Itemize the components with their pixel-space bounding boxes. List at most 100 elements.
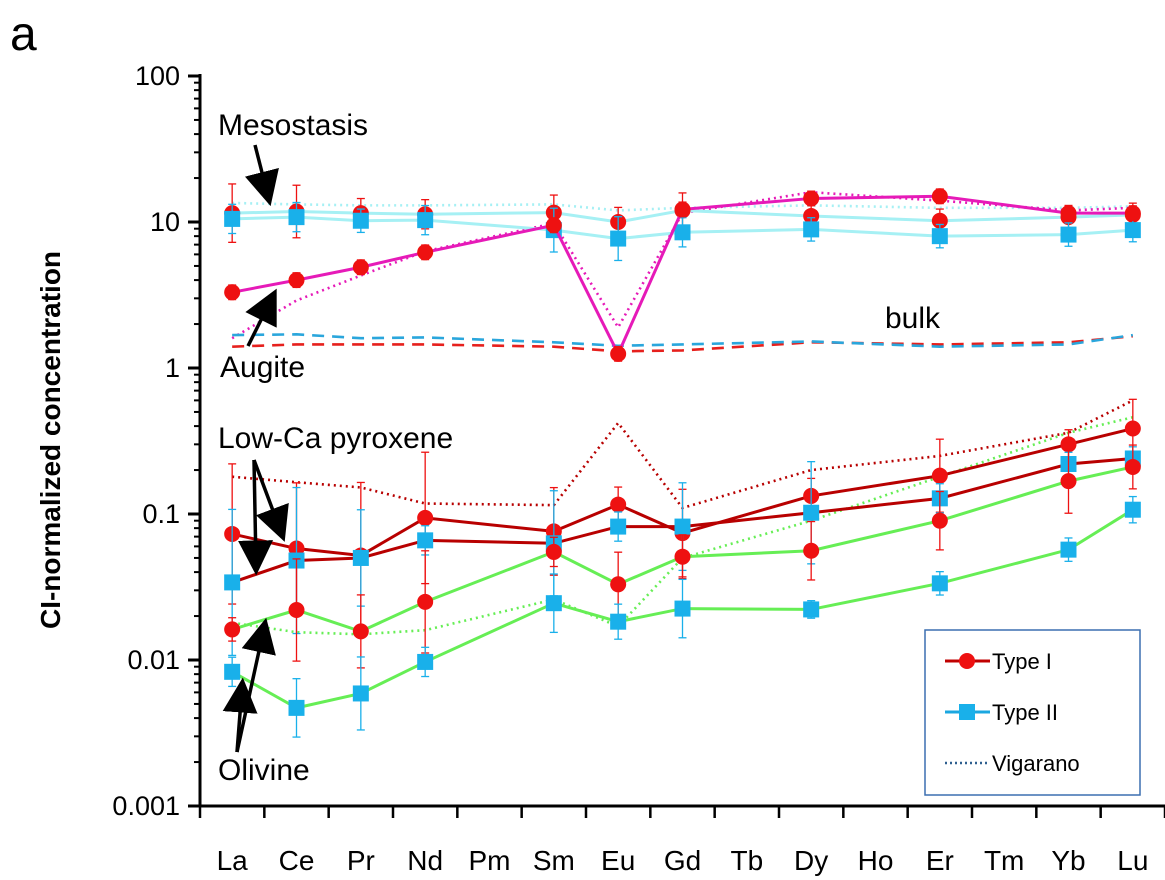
x-tick-label: Tb xyxy=(730,845,763,876)
data-point xyxy=(674,600,691,617)
y-tick-label: 10 xyxy=(150,207,180,237)
data-point xyxy=(1124,222,1141,239)
x-tick-label: Pm xyxy=(469,845,511,876)
data-point xyxy=(545,217,562,234)
data-point xyxy=(288,272,305,289)
x-tick-label: Lu xyxy=(1117,845,1148,876)
data-point xyxy=(288,602,305,619)
arrow-olivine-2 xyxy=(222,677,258,753)
data-point xyxy=(545,543,562,560)
x-tick-label: Ce xyxy=(279,845,315,876)
data-point xyxy=(803,542,820,559)
data-point xyxy=(1060,473,1077,490)
x-tick-label: Er xyxy=(926,845,954,876)
data-point xyxy=(674,548,691,565)
data-point xyxy=(352,212,369,229)
annotation-low-ca-pyroxene: Low-Ca pyroxene xyxy=(218,422,453,455)
arrow-low-ca-1 xyxy=(252,459,289,542)
x-tick-label: Nd xyxy=(407,845,443,876)
y-axis-label: CI-normalized concentration xyxy=(35,251,66,629)
data-point xyxy=(224,663,241,680)
series-mesostasis-type-ii xyxy=(224,201,1141,262)
legend-label-type-i: Type I xyxy=(992,649,1052,674)
data-point xyxy=(417,593,434,610)
data-point xyxy=(224,574,241,591)
data-point xyxy=(803,504,820,521)
data-point xyxy=(352,623,369,640)
data-point xyxy=(288,699,305,716)
series-line xyxy=(232,201,1133,212)
x-tick-label: Dy xyxy=(794,845,828,876)
annotation-mesostasis: Mesostasis xyxy=(218,109,368,142)
data-point xyxy=(288,209,305,226)
series-olivine-vigarano xyxy=(231,415,1134,636)
series-bulk-type-ii xyxy=(232,333,1134,348)
series-olivine-type-ii xyxy=(224,495,1141,738)
data-point xyxy=(224,621,241,638)
series-augite-vigarano xyxy=(231,190,1133,340)
annotation-olivine: Olivine xyxy=(218,754,310,787)
series-line xyxy=(231,190,1133,340)
arrow-mesostasis xyxy=(244,144,279,207)
data-point xyxy=(417,509,434,526)
data-point xyxy=(352,549,369,566)
data-point xyxy=(224,284,241,301)
y-ticks: 0.001 0.01 0.1 1 10 100 xyxy=(112,61,200,821)
x-tick-label: Gd xyxy=(664,845,701,876)
data-point xyxy=(610,518,627,535)
data-point xyxy=(1124,458,1141,475)
y-tick-label: 1 xyxy=(165,353,180,383)
data-point xyxy=(803,207,820,224)
arrow-augite xyxy=(245,288,277,347)
x-tick-label: Pr xyxy=(347,845,375,876)
x-tick-label: Sm xyxy=(533,845,575,876)
data-point xyxy=(1124,420,1141,437)
data-point xyxy=(610,230,627,247)
legend-marker-type-ii xyxy=(959,704,975,720)
y-tick-label: 0.1 xyxy=(142,499,180,529)
series-mesostasis-vigarano xyxy=(232,201,1133,212)
x-tick-label: La xyxy=(217,845,249,876)
data-point xyxy=(1060,226,1077,243)
legend-marker-type-i xyxy=(959,653,975,669)
x-tick-label: Yb xyxy=(1051,845,1085,876)
annotation-augite: Augite xyxy=(220,351,305,384)
data-point xyxy=(417,212,434,229)
data-point xyxy=(417,653,434,670)
data-point xyxy=(610,613,627,630)
legend: Type I Type II Vigarano xyxy=(924,629,1141,796)
annotation-bulk: bulk xyxy=(885,302,941,335)
data-point xyxy=(931,575,948,592)
panel-label: a xyxy=(10,8,37,61)
series-layer xyxy=(224,183,1141,738)
series-line xyxy=(232,333,1134,348)
series-line xyxy=(231,415,1134,636)
data-point xyxy=(803,190,820,207)
x-tick-label: Eu xyxy=(601,845,635,876)
data-point xyxy=(1060,541,1077,558)
legend-label-type-ii: Type II xyxy=(992,700,1058,725)
data-point xyxy=(1060,205,1077,222)
data-point xyxy=(674,518,691,535)
data-point xyxy=(803,221,820,238)
data-point xyxy=(931,467,948,484)
legend-label-vigarano: Vigarano xyxy=(992,751,1080,776)
data-point xyxy=(610,345,627,362)
data-point xyxy=(610,496,627,513)
y-tick-label: 100 xyxy=(135,61,180,91)
y-tick-label: 0.01 xyxy=(127,645,180,675)
data-point xyxy=(610,576,627,593)
data-point xyxy=(931,188,948,205)
x-tick-label: Ho xyxy=(858,845,894,876)
data-point xyxy=(1124,501,1141,518)
x-tick-label: Tm xyxy=(984,845,1024,876)
arrow-low-ca-2 xyxy=(238,459,274,576)
data-point xyxy=(931,228,948,245)
data-point xyxy=(417,244,434,261)
data-point xyxy=(931,512,948,529)
plot-area: 0.001 0.01 0.1 1 10 100 La Ce Pr Nd Pm Sm Eu Gd Tb Dy H… xyxy=(112,61,1165,876)
y-tick-label: 0.001 xyxy=(112,791,180,821)
series-olivine-type-i xyxy=(224,444,1141,669)
annotations: Mesostasis Augite bulk Low-Ca pyroxene O… xyxy=(218,109,941,787)
